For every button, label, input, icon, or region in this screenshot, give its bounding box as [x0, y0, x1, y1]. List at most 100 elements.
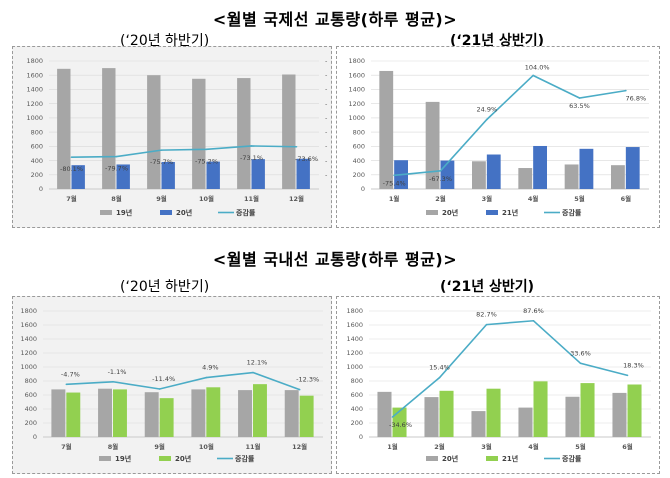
legend-swatch	[486, 210, 498, 215]
chart-international-h1-2021: 0 200 400 600 800 1000 1200 1400 1600 1800 1월 2월 3월 4…	[336, 46, 660, 228]
growth-rate-label: -79.7%	[105, 165, 128, 173]
chart-international-h2-2020: 0 200 - 400 - 600 - 800 - 1000 - 1200 - 1400 - 1600 - 180…	[12, 46, 332, 228]
growth-rate-point	[579, 362, 582, 365]
legend-swatch	[100, 210, 112, 215]
bar-20년-1월	[379, 70, 394, 189]
growth-rate-label: 104.0%	[525, 63, 550, 71]
x-tick-label: 12월	[292, 442, 307, 451]
bar-20년-10월	[206, 161, 220, 189]
legend-swatch	[159, 456, 171, 461]
growth-rate-label: 4.9%	[202, 364, 219, 372]
x-tick-label: 6월	[622, 442, 633, 451]
bar-20년-6월	[612, 392, 627, 437]
y-tick-label: 1200	[346, 349, 363, 357]
y-tick-label: 1400	[20, 335, 37, 343]
bar-20년-5월	[564, 164, 579, 189]
y-tick-label: 0	[361, 185, 365, 193]
bar-19년-11월	[237, 78, 251, 189]
bar-19년-7월	[57, 68, 71, 189]
y-tick-label: 200	[31, 171, 43, 179]
y-tick-label: 1400	[346, 335, 363, 343]
growth-rate-label: -11.4%	[152, 375, 175, 383]
bar-21년-3월	[486, 154, 501, 189]
bar-21년-6월	[627, 384, 642, 437]
growth-rate-label: 63.5%	[569, 102, 590, 110]
y-tick-label: 400	[31, 157, 43, 165]
x-tick-label: 10월	[199, 442, 214, 451]
growth-rate-line	[66, 371, 300, 391]
bar-20년-3월	[471, 411, 486, 437]
legend-label: 20년	[442, 454, 458, 463]
x-tick-label: 1월	[389, 194, 400, 203]
y-tick-label: 600	[25, 391, 37, 399]
growth-rate-line	[394, 74, 626, 177]
y-tick-label: 1200	[20, 349, 37, 357]
growth-rate-label: -75.2%	[195, 157, 218, 165]
x-tick-label: 5월	[574, 194, 585, 203]
bar-20년-9월	[159, 398, 174, 437]
growth-rate-label: -73.6%	[295, 155, 318, 163]
x-tick-label: 8월	[111, 194, 122, 203]
growth-rate-point	[486, 118, 488, 121]
bar-21년-2월	[439, 390, 454, 437]
growth-rate-point	[115, 155, 118, 158]
bar-19년-9월	[144, 392, 159, 437]
legend-label: 20년	[442, 208, 458, 217]
x-tick-label: 4월	[528, 194, 539, 203]
growth-rate-label: -75.7%	[150, 158, 173, 166]
dom-h2-2020-subtitle: (‘20년 하반기)	[120, 279, 210, 295]
chart-domestic-h2-2020: 0 200 400 600 800 1000 1200 1400 1600 1800 7월 8월 9월 1…	[12, 296, 332, 474]
legend-label: 증감률	[562, 208, 582, 217]
y-tick-label: 400	[351, 405, 363, 413]
x-tick-label: 2월	[434, 442, 445, 451]
x-tick-label: 4월	[528, 442, 539, 451]
y-tick-label: 1400	[26, 86, 43, 94]
x-tick-label: 3월	[481, 442, 492, 451]
bar-20년-4월	[518, 407, 533, 437]
y-tick-label: 1600	[20, 321, 37, 329]
bar-20년-12월	[299, 395, 314, 437]
bar-19년-9월	[147, 75, 161, 189]
growth-rate-label: -4.7%	[61, 370, 80, 378]
bar-21년-4월	[533, 145, 547, 189]
chart-svg: 0 200 400 600 800 1000 1200 1400 1600 1800 1월 2월 3월 4…	[348, 57, 649, 217]
y-tick-label: 1400	[348, 86, 365, 94]
y-tick-label: 1800	[346, 307, 363, 315]
chart-svg: 0 200 400 600 800 1000 1200 1400 1600 1800 7월 8월 9월 1…	[20, 307, 323, 463]
bar-20년-9월	[161, 161, 175, 189]
x-tick-label: 9월	[154, 442, 165, 451]
legend-label: 19년	[116, 208, 132, 217]
intl-h1-2021-subtitle: (‘21년 상반기)	[450, 33, 544, 49]
bar-20년-10월	[206, 387, 221, 437]
x-tick-label: 3월	[482, 194, 493, 203]
bar-19년-8월	[102, 68, 116, 189]
legend-label: 20년	[175, 454, 191, 463]
bar-20년-2월	[424, 397, 439, 437]
legend-label: 20년	[176, 208, 192, 217]
y-tick-label: 1000	[20, 363, 37, 371]
international-title: <월별 국제선 교통량(하루 평균)>	[212, 10, 458, 29]
x-tick-label: 1월	[387, 442, 398, 451]
growth-rate-point	[626, 374, 629, 377]
secondary-tick-mark: -	[325, 57, 328, 65]
bar-20년-7월	[66, 392, 81, 437]
growth-rate-label: -73.1%	[240, 154, 263, 162]
bar-20년-11월	[251, 159, 265, 189]
y-tick-label: 0	[39, 185, 43, 193]
growth-rate-label: 87.6%	[523, 307, 544, 315]
bar-20년-11월	[253, 384, 267, 437]
y-tick-label: 1000	[348, 114, 365, 122]
bar-19년-11월	[238, 390, 252, 437]
growth-rate-label: 18.3%	[623, 361, 644, 369]
legend-swatch	[486, 456, 498, 461]
growth-rate-point	[391, 416, 394, 418]
x-tick-label: 6월	[621, 194, 632, 203]
growth-rate-label: 15.4%	[429, 364, 450, 372]
growth-rate-line	[71, 145, 297, 158]
legend-label: 21년	[502, 208, 518, 217]
growth-rate-point	[393, 174, 395, 177]
y-tick-label: 200	[25, 419, 37, 427]
x-tick-label: 10월	[199, 194, 214, 203]
y-tick-label: 1800	[348, 57, 365, 65]
bar-20년-3월	[472, 161, 486, 189]
